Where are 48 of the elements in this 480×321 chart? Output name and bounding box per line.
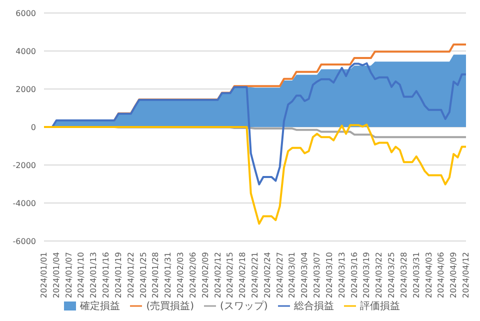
x-tick-label: 2024/03/13 [337,252,346,298]
x-tick-label: 2024/01/22 [126,252,136,298]
y-tick-label: 4000 [16,46,36,56]
x-tick-label: 2024/01/10 [76,252,86,298]
x-tick-label: 2024/02/09 [200,252,210,298]
y-tick-label: -2000 [12,160,36,170]
x-tick-label: 2024/02/15 [226,252,235,298]
x-tick-label: 2024/03/10 [324,252,334,298]
x-tick-label: 2024/03/04 [300,252,310,298]
y-tick-label: 2000 [16,84,36,94]
x-tick-label: 2024/04/12 [462,252,470,298]
y-tick-label: 6000 [16,8,36,18]
x-tick-label: 2024/02/21 [250,252,260,298]
legend-label: (売買損益) [146,301,194,312]
x-tick-label: 2024/02/06 [188,252,198,298]
x-tick-label: 2024/03/07 [312,252,322,298]
x-tick-label: 2024/02/27 [275,252,284,298]
x-tick-label: 2024/04/03 [424,252,434,298]
x-tick-label: 2024/02/12 [213,252,222,298]
x-tick-label: 2024/01/13 [89,252,98,298]
line-series [43,124,467,225]
x-tick-label: 2024/01/19 [114,252,123,298]
x-tick-label: 2024/01/07 [64,252,74,298]
x-tick-label: 2024/03/31 [412,252,421,298]
legend-label: 確定損益 [80,301,120,312]
legend-label: 総合損益 [294,301,334,312]
x-tick-label: 2024/03/01 [288,252,297,298]
x-tick-label: 2024/04/09 [449,252,458,298]
x-tick-label: 2024/01/28 [151,252,160,298]
x-tick-label: 2024/04/06 [436,252,446,298]
x-tick-label: 2024/01/16 [102,252,111,298]
x-tick-label: 2024/01/04 [52,252,61,298]
x-tick-label: 2024/03/28 [399,252,408,298]
y-tick-label: -4000 [12,198,36,208]
x-tick-label: 2024/03/25 [387,252,396,298]
legend-label: 評価損益 [360,301,400,312]
legend-label: (スワップ) [220,301,268,312]
x-tick-label: 2024/02/18 [238,252,248,298]
x-tick-label: 2024/03/19 [362,252,372,298]
x-tick-label: 2024/01/01 [40,252,48,298]
x-tick-label: 2024/03/16 [350,252,359,298]
x-tick-label: 2024/02/24 [262,252,272,298]
x-tick-label: 2024/03/22 [374,252,384,298]
x-tick-label: 2024/01/31 [164,252,173,298]
x-tick-label: 2024/01/25 [138,252,148,298]
y-tick-label: -6000 [12,236,36,246]
x-tick-label: 2024/02/03 [176,252,186,298]
y-tick-label: 0 [30,122,36,132]
